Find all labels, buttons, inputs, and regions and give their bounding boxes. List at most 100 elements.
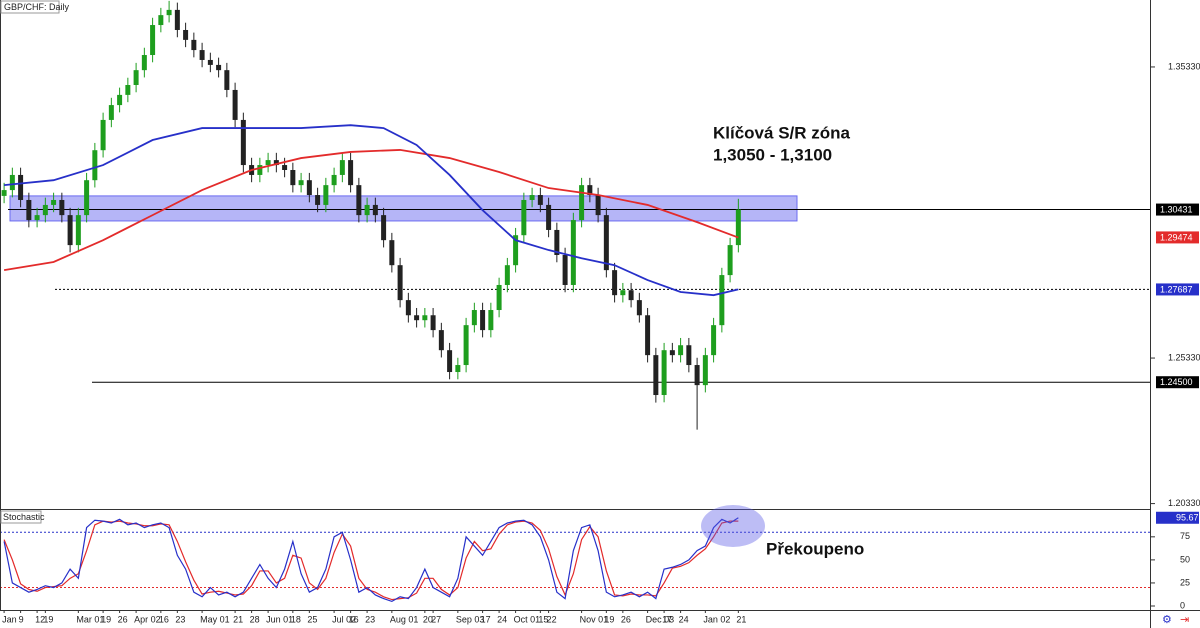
x-tick-label: Jan — [2, 614, 17, 624]
candle-body — [463, 325, 469, 366]
candle-body — [323, 185, 329, 205]
settings-icon[interactable]: ⚙ — [1162, 614, 1172, 626]
candle-body — [199, 50, 205, 60]
candle-body — [447, 350, 453, 373]
moving-average — [4, 124, 739, 297]
candle-body — [298, 180, 304, 186]
y-tick-label: 1.20330 — [1168, 498, 1200, 508]
indicator-title: Stochastic — [3, 512, 45, 522]
candle-body — [735, 209, 741, 246]
candle-body — [290, 170, 296, 186]
x-tick-label: 16 — [349, 614, 359, 624]
x-tick-label: 22 — [547, 614, 557, 624]
candle-body — [67, 215, 73, 246]
collapse-icon[interactable]: ⇥ — [1180, 614, 1189, 626]
candle-body — [224, 70, 230, 90]
candle-body — [191, 39, 197, 51]
price-label-box — [1156, 376, 1199, 389]
candle-body — [669, 350, 675, 356]
candle-body — [42, 204, 48, 216]
candle-body — [471, 310, 477, 326]
y-tick-label: 1.35330 — [1168, 61, 1200, 71]
candle-body — [232, 89, 238, 120]
x-tick-label: 9 — [19, 614, 24, 624]
candle-body — [480, 310, 486, 331]
x-tick-label: Dec 03 — [646, 614, 675, 624]
candle-body — [133, 70, 139, 85]
x-tick-label: 17 — [662, 614, 672, 624]
x-tick-label: 27 — [431, 614, 441, 624]
candle-body — [636, 300, 642, 316]
highlight-ellipse — [701, 505, 765, 547]
candle-body — [686, 345, 692, 366]
candle-body — [430, 315, 436, 331]
x-tick-label: Jun 01 — [266, 614, 293, 624]
candle-body — [587, 185, 593, 196]
candle-body — [653, 355, 659, 396]
candle-body — [504, 265, 510, 285]
candle-body — [381, 215, 387, 241]
candle-body — [678, 345, 684, 356]
candle-body — [554, 229, 560, 255]
candle-body — [125, 85, 131, 95]
x-tick-label: 16 — [159, 614, 169, 624]
price-label-box — [1156, 203, 1199, 216]
x-tick-label: Oct 01 — [514, 614, 541, 624]
candle-body — [645, 315, 651, 356]
price-label: 1.27687 — [1160, 284, 1193, 294]
last-value-box — [1156, 511, 1199, 524]
candle-body — [570, 220, 576, 285]
candle-body — [183, 29, 189, 40]
candle-body — [496, 284, 502, 311]
candle-body — [702, 355, 708, 386]
candle-body — [150, 25, 156, 56]
candle-body — [521, 199, 527, 236]
candle-body — [92, 150, 98, 181]
candle-body — [513, 235, 519, 266]
candle-body — [75, 215, 81, 246]
last-value-label: 95.67 — [1176, 513, 1199, 523]
candle-body — [108, 105, 114, 120]
candle-body — [166, 9, 172, 16]
candle-body — [158, 15, 164, 26]
candle-body — [620, 290, 626, 296]
candle-body — [34, 215, 40, 221]
x-tick-label: Nov 01 — [580, 614, 609, 624]
x-tick-label: 17 — [481, 614, 491, 624]
y-tick-label: 75 — [1180, 531, 1190, 541]
x-tick-label: 19 — [101, 614, 111, 624]
price-label: 1.24500 — [1160, 377, 1193, 387]
candle-body — [628, 290, 634, 301]
x-tick-label: Aug 01 — [390, 614, 419, 624]
candle-body — [612, 270, 618, 296]
candle-body — [397, 265, 403, 301]
y-tick-label: 50 — [1180, 554, 1190, 564]
x-tick-label: Jan 02 — [703, 614, 730, 624]
x-tick-label: 19 — [43, 614, 53, 624]
zone-annotation: Klíčová S/R zóna — [713, 123, 851, 142]
candle-body — [117, 94, 123, 106]
x-tick-label: 23 — [365, 614, 375, 624]
stochastic-line — [3, 517, 739, 603]
moving-average — [3, 149, 739, 272]
x-tick-label: May 01 — [200, 614, 230, 624]
zone-annotation: 1,3050 - 1,3100 — [713, 145, 832, 164]
price-label: 1.30431 — [1160, 204, 1193, 214]
candle-body — [661, 350, 667, 396]
candle-body — [306, 180, 312, 196]
x-tick-label: 23 — [175, 614, 185, 624]
price-label: 1.29474 — [1160, 232, 1193, 242]
candle-body — [257, 165, 263, 175]
candle-body — [438, 330, 444, 351]
candle-body — [719, 275, 725, 326]
candle-body — [488, 310, 494, 331]
candle-body — [84, 180, 90, 216]
x-tick-label: 24 — [679, 614, 689, 624]
candle-body — [364, 204, 370, 216]
x-tick-label: Jul 02 — [332, 614, 356, 624]
x-tick-label: 15 — [538, 614, 548, 624]
x-tick-label: Apr 02 — [134, 614, 161, 624]
x-tick-label: 26 — [621, 614, 631, 624]
x-tick-label: 12 — [35, 614, 45, 624]
